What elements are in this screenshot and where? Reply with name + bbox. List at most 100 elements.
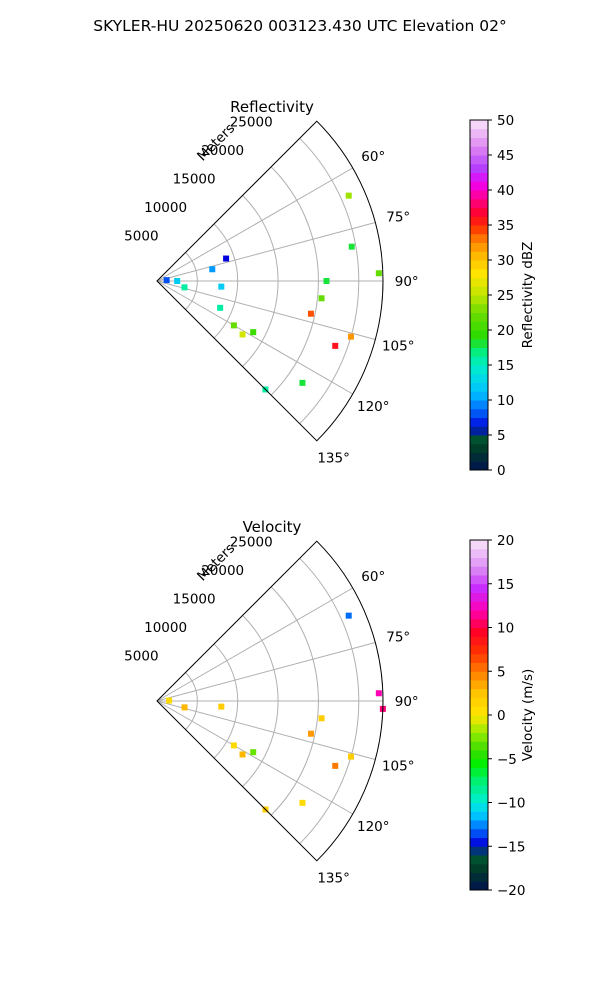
colorbar-segment <box>470 408 488 418</box>
echo-point <box>318 715 325 722</box>
azimuth-tick-label: 135° <box>317 451 350 467</box>
colorbar-segment <box>470 321 488 331</box>
colorbar-segment <box>470 295 488 305</box>
echo-point <box>250 749 257 756</box>
colorbar-segment <box>470 391 488 401</box>
echo-point <box>218 703 225 710</box>
echo-point <box>166 697 173 704</box>
colorbar-segment <box>470 723 488 733</box>
echo-point <box>174 278 181 284</box>
colorbar-tick-label: 5 <box>497 664 506 680</box>
azimuth-tick-label: 75° <box>386 629 410 645</box>
azimuth-tick-label: 60° <box>361 149 385 165</box>
azimuth-gridline <box>156 642 376 702</box>
echo-point <box>345 612 352 619</box>
colorbar-segment <box>470 758 488 768</box>
colorbar-segment <box>470 347 488 357</box>
colorbar-segment <box>470 697 488 707</box>
colorbar-segment <box>470 688 488 698</box>
colorbar-segment <box>470 767 488 777</box>
colorbar-tick-label: 30 <box>497 253 514 269</box>
range-ring-label: 15000 <box>173 591 216 607</box>
colorbar-segment <box>470 155 488 165</box>
colorbar-tick-label: 15 <box>497 358 514 374</box>
colorbar-tick-label: 0 <box>497 463 506 479</box>
colorbar-segment <box>470 137 488 147</box>
echo-point <box>181 284 188 291</box>
colorbar-tick-label: 40 <box>497 183 514 199</box>
echo-point <box>209 266 216 273</box>
range-ring-label: 25000 <box>230 534 273 550</box>
colorbar-segment <box>470 627 488 637</box>
colorbar-segment <box>470 863 488 873</box>
colorbar-segment <box>470 618 488 628</box>
figure-suptitle: SKYLER-HU 20250620 003123.430 UTC Elevat… <box>93 17 507 35</box>
azimuth-tick-label: 120° <box>357 819 390 835</box>
colorbar-segment <box>470 846 488 856</box>
azimuth-tick-label: 120° <box>357 399 390 415</box>
colorbar-segment <box>470 251 488 261</box>
colorbar-segment <box>470 583 488 593</box>
colorbar-segment <box>470 785 488 795</box>
echo-point <box>250 329 257 336</box>
colorbar-tick-label: −20 <box>497 883 526 899</box>
range-ring-label: 10000 <box>144 200 187 216</box>
azimuth-tick-label: 135° <box>317 871 350 887</box>
colorbar-segment <box>470 330 488 340</box>
colorbar-segment <box>470 277 488 287</box>
echo-point <box>299 799 306 806</box>
echo-point <box>375 270 382 277</box>
colorbar-segment <box>470 233 488 243</box>
colorbar-segment <box>470 662 488 672</box>
echo-point <box>217 304 224 311</box>
echo-point <box>323 278 330 284</box>
range-ring-label: 20000 <box>201 563 244 579</box>
sector-outline <box>156 540 384 862</box>
echo-point <box>347 753 354 760</box>
colorbar-tick-label: 50 <box>497 113 514 129</box>
echo-point <box>218 283 225 290</box>
echo-point <box>307 310 314 317</box>
echo-point <box>307 730 314 737</box>
colorbar-label: Reflectivity dBZ <box>520 242 536 349</box>
colorbar-segment <box>470 128 488 138</box>
echo-point <box>299 379 306 386</box>
colorbar-segment <box>470 592 488 602</box>
colorbar-tick-label: 35 <box>497 218 514 234</box>
azimuth-gridline <box>156 700 376 760</box>
range-ring-label: 5000 <box>124 648 158 664</box>
chart-title: Reflectivity <box>230 98 314 116</box>
azimuth-gridline <box>156 700 353 815</box>
colorbar-segment <box>470 286 488 296</box>
colorbar-segment <box>470 365 488 375</box>
azimuth-gridline <box>156 280 353 395</box>
range-ring-label: 10000 <box>144 620 187 636</box>
colorbar-segment <box>470 601 488 611</box>
colorbar-segment <box>470 268 488 278</box>
azimuth-tick-label: 105° <box>382 339 415 355</box>
colorbar-tick-label: −15 <box>497 839 526 855</box>
colorbar-segment <box>470 872 488 882</box>
range-ring-label: 5000 <box>124 228 158 244</box>
echo-point <box>332 762 339 769</box>
colorbar-segment <box>470 881 488 891</box>
colorbar-segment <box>470 260 488 270</box>
colorbar-segment <box>470 426 488 436</box>
colorbar-tick-label: 10 <box>497 621 514 637</box>
colorbar-segment <box>470 636 488 646</box>
colorbar-segment <box>470 575 488 585</box>
colorbar-segment <box>470 645 488 655</box>
colorbar-tick-label: 20 <box>497 533 514 549</box>
colorbar-segment <box>470 225 488 235</box>
colorbar-segment <box>470 557 488 567</box>
colorbar-segment <box>470 680 488 690</box>
colorbar-segment <box>470 198 488 208</box>
azimuth-tick-label: 75° <box>386 209 410 225</box>
colorbar-segment <box>470 172 488 182</box>
colorbar-segment <box>470 837 488 847</box>
colorbar-tick-label: 15 <box>497 577 514 593</box>
colorbar-tick-label: 20 <box>497 323 514 339</box>
azimuth-tick-label: 60° <box>361 569 385 585</box>
echo-point <box>348 243 355 250</box>
